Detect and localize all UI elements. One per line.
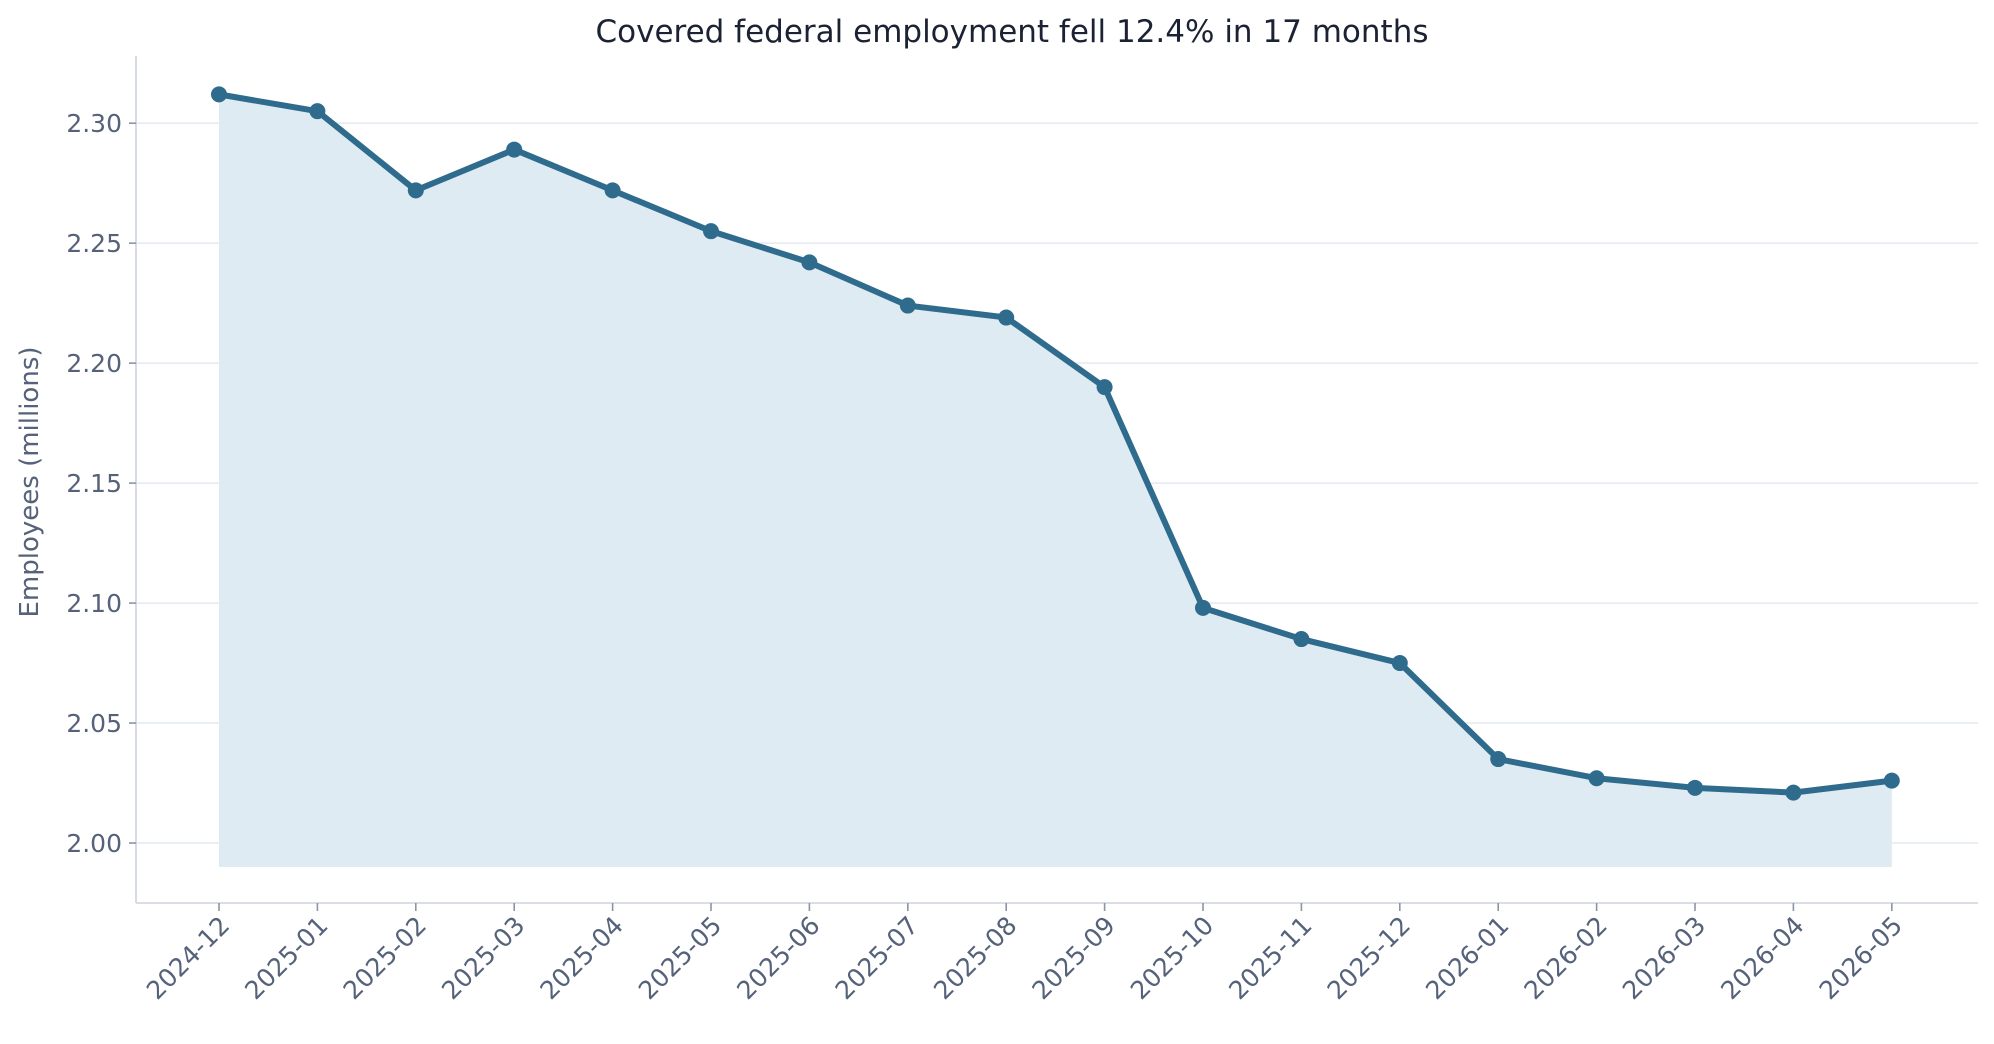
- x-tick-label: 2025-09: [1026, 911, 1120, 1005]
- x-tick-label: 2024-12: [141, 911, 235, 1005]
- data-point: [1096, 379, 1113, 396]
- data-point: [1391, 655, 1408, 672]
- y-tick-label: 2.05: [66, 709, 122, 738]
- data-point: [1293, 631, 1310, 648]
- x-tick-label: 2025-04: [534, 911, 628, 1005]
- data-point: [1687, 779, 1703, 796]
- x-tick-label: 2025-12: [1322, 911, 1416, 1005]
- axes: [135, 56, 1978, 904]
- data-point: [407, 182, 424, 199]
- y-tick-label: 2.25: [66, 229, 122, 258]
- y-axis-label: Employees (millions): [15, 346, 45, 617]
- x-ticks: 2024-12 2025-01 2025-02 2025-03 2025-04 2025-…: [141, 903, 1908, 1005]
- x-tick-label: 2026-04: [1715, 911, 1809, 1005]
- data-point: [1883, 772, 1900, 789]
- data-point: [506, 141, 523, 158]
- data-point: [1490, 751, 1507, 768]
- y-tick-label: 2.10: [66, 589, 122, 618]
- data-point: [801, 254, 818, 271]
- data-points: [211, 86, 1900, 801]
- area-fill: [219, 94, 1892, 868]
- x-tick-label: 2025-11: [1223, 911, 1317, 1005]
- x-tick-label: 2025-02: [338, 911, 432, 1005]
- x-tick-label: 2026-01: [1420, 911, 1514, 1005]
- chart-title: Covered federal employment fell 12.4% in…: [595, 14, 1428, 50]
- area-fill-layer: [219, 94, 1892, 868]
- x-tick-label: 2026-02: [1518, 911, 1612, 1005]
- x-tick-label: 2025-08: [928, 911, 1022, 1005]
- x-tick-label: 2025-01: [239, 911, 333, 1005]
- data-point: [1195, 599, 1211, 616]
- data-point: [1588, 770, 1605, 787]
- x-tick-label: 2025-07: [830, 911, 924, 1005]
- x-tick-label: 2025-03: [436, 911, 530, 1005]
- data-point: [309, 103, 326, 120]
- y-tick-label: 2.20: [66, 349, 122, 378]
- data-point: [604, 182, 621, 199]
- data-point: [998, 309, 1015, 326]
- x-tick-label: 2025-10: [1125, 911, 1219, 1005]
- x-tick-label: 2025-05: [633, 911, 727, 1005]
- y-tick-label: 2.15: [66, 469, 122, 498]
- series-line: [216, 91, 1895, 796]
- data-point: [899, 297, 916, 314]
- y-tick-label: 2.00: [66, 829, 122, 858]
- data-point: [1785, 784, 1802, 801]
- x-tick-label: 2025-06: [731, 911, 825, 1005]
- data-point: [211, 86, 227, 103]
- y-tick-label: 2.30: [66, 109, 122, 138]
- y-ticks: 2.00 2.05 2.10 2.15 2.20 2.25 2.30: [66, 109, 136, 858]
- x-tick-label: 2026-03: [1617, 911, 1711, 1005]
- data-point: [703, 223, 719, 240]
- x-tick-label: 2026-05: [1814, 911, 1908, 1005]
- series-line-layer: [216, 91, 1895, 796]
